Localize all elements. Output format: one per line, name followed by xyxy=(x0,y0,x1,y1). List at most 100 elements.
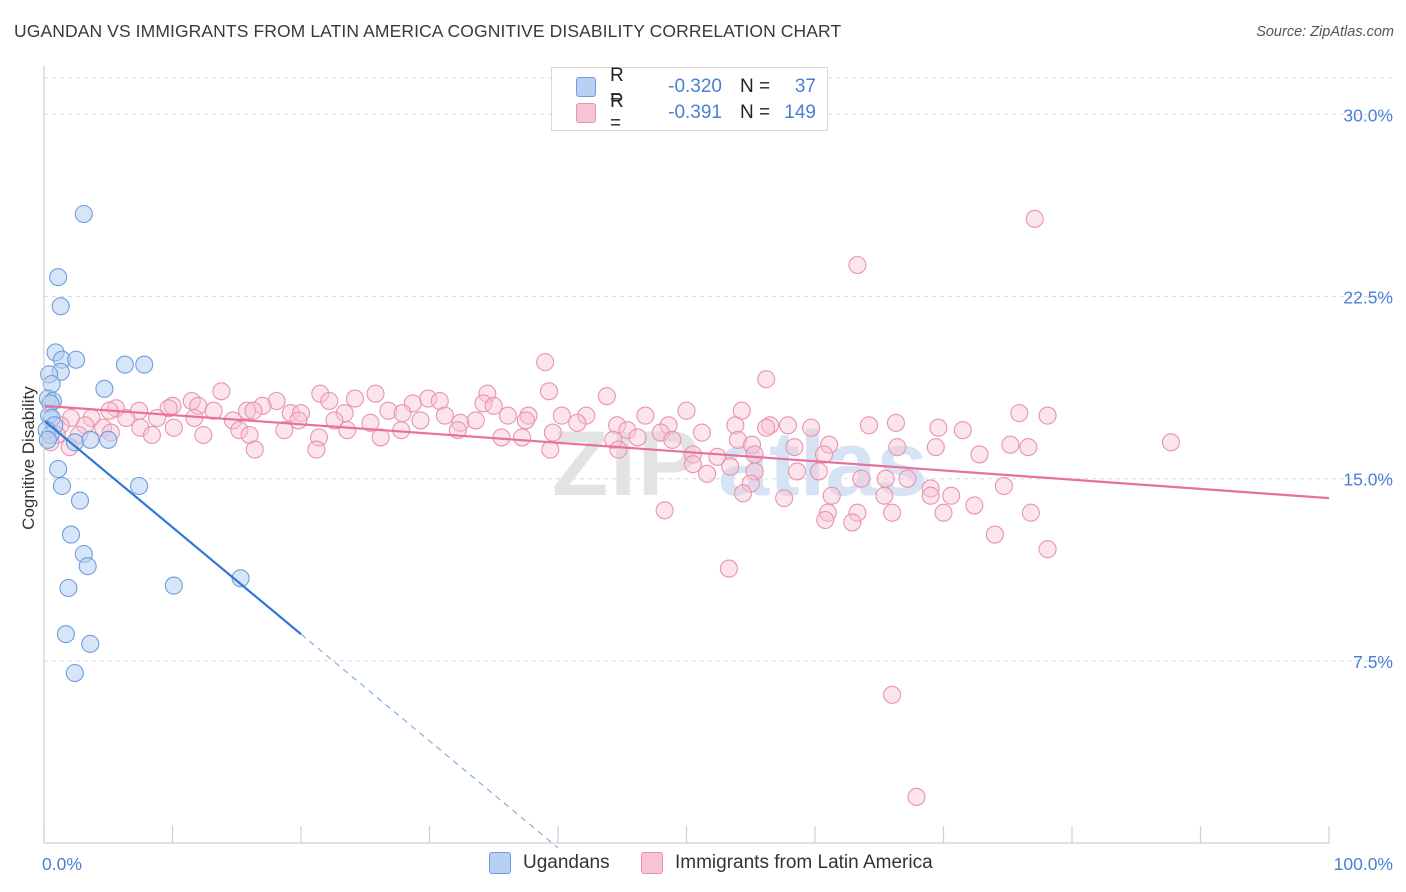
latam-point xyxy=(883,685,902,704)
latam-point xyxy=(655,501,674,520)
latam-point xyxy=(934,503,953,522)
watermark-zip: ZIP xyxy=(552,413,701,515)
latam-point xyxy=(338,421,357,440)
latam-point xyxy=(237,401,257,420)
latam-point xyxy=(552,406,571,425)
latam-point xyxy=(926,438,945,457)
y-axis-label: Cognitive Disability xyxy=(19,386,38,530)
latam-point xyxy=(775,489,794,508)
latam-point xyxy=(204,401,223,420)
latam-point xyxy=(818,503,837,522)
latam-point xyxy=(728,430,747,449)
latam-point xyxy=(320,391,339,411)
latam-point xyxy=(848,255,867,275)
ugandans-point xyxy=(78,557,97,576)
ugandans-point xyxy=(81,430,100,449)
latam-point xyxy=(809,462,828,481)
latam-point xyxy=(117,408,136,428)
latam-point xyxy=(778,416,798,435)
latam-point xyxy=(852,469,871,488)
latam-point xyxy=(325,411,344,430)
latam-point xyxy=(822,486,841,505)
latam-point xyxy=(1038,540,1057,559)
ugandans-point xyxy=(70,491,90,510)
latam-point xyxy=(888,438,907,457)
latam-point xyxy=(733,484,753,503)
x-tick-label: 100.0% xyxy=(1334,854,1393,874)
latam-legend-swatch xyxy=(641,852,663,874)
ugandans-point xyxy=(52,476,72,496)
latam-point xyxy=(843,513,862,532)
latam-point xyxy=(512,428,532,447)
latam-point xyxy=(484,396,503,415)
ugandans-trend-line xyxy=(43,419,302,635)
latam-point xyxy=(1161,433,1180,452)
latam-point xyxy=(907,787,926,806)
y-tick-label: 30.0% xyxy=(1343,105,1393,125)
correlation-legend: R = -0.320 N = 37 R = -0.391 N = 149 xyxy=(551,65,828,134)
latam-point xyxy=(883,503,902,522)
latam-point xyxy=(757,370,776,389)
latam-point xyxy=(757,418,776,437)
latam-trend-line xyxy=(43,404,1330,500)
latam-point xyxy=(802,418,821,437)
legend-row-ugandans: R = -0.320 N = 37 xyxy=(576,65,816,108)
latam-point xyxy=(609,440,628,459)
ugandans-point xyxy=(38,430,57,449)
latam-point xyxy=(816,510,835,530)
latam-point xyxy=(543,423,562,442)
latam-point xyxy=(1038,406,1057,425)
ugandans-legend-swatch xyxy=(489,852,511,874)
latam-point xyxy=(994,476,1013,496)
latam-point xyxy=(541,440,560,459)
y-tick-label: 7.5% xyxy=(1353,652,1393,672)
latam-point xyxy=(1025,209,1044,228)
legend-row-latam: R = -0.391 N = 149 xyxy=(576,91,816,134)
trend-lines xyxy=(43,404,1330,849)
latam-point xyxy=(663,430,682,449)
latam-point xyxy=(435,406,454,425)
latam-point xyxy=(875,486,894,505)
latam-point xyxy=(577,406,596,425)
latam-point xyxy=(275,421,294,440)
r-label: R = xyxy=(610,91,624,134)
latam-point xyxy=(859,416,879,435)
latam-point xyxy=(148,408,167,428)
ugandans-point xyxy=(51,297,70,316)
ugandans-point xyxy=(59,578,78,598)
latam-point xyxy=(519,406,538,425)
x-tick-label: 0.0% xyxy=(42,854,82,874)
n-label: N = xyxy=(740,76,771,97)
latam-point xyxy=(142,425,161,445)
ugandans-point xyxy=(49,268,68,287)
latam-point xyxy=(719,559,738,578)
ugandans-point xyxy=(130,476,149,496)
latam-point xyxy=(393,404,412,423)
latam-point xyxy=(721,457,740,476)
latam-point xyxy=(942,486,961,505)
ugandans-point xyxy=(231,569,250,588)
latam-point xyxy=(597,387,616,406)
latam-point xyxy=(953,421,972,440)
legend-item-ugandans: Ugandans xyxy=(489,852,610,874)
legend-item-latam: Immigrants from Latin America xyxy=(641,852,933,874)
r-value-ugandans: -0.320 xyxy=(668,76,722,97)
latam-point xyxy=(921,479,940,498)
ugandans-point xyxy=(65,663,84,683)
y-tick-label: 15.0% xyxy=(1343,470,1393,490)
latam-point xyxy=(659,416,678,435)
ugandans-point xyxy=(95,379,114,398)
latam-point xyxy=(876,469,895,488)
latam-point xyxy=(745,462,764,481)
latam-point xyxy=(159,399,178,418)
latam-point xyxy=(985,525,1004,544)
ugandans-point xyxy=(135,355,154,374)
latam-point xyxy=(1010,404,1029,423)
latam-point xyxy=(787,462,807,481)
latam-swatch xyxy=(576,103,596,123)
latam-point xyxy=(921,486,940,505)
latam-point xyxy=(785,438,804,457)
ugandans-point xyxy=(74,204,93,224)
latam-point xyxy=(451,413,470,432)
